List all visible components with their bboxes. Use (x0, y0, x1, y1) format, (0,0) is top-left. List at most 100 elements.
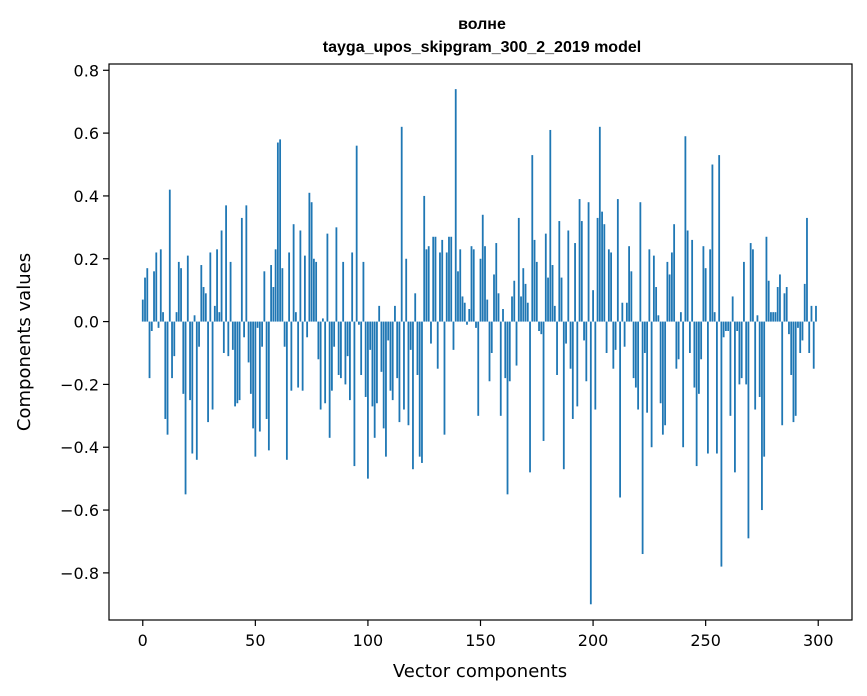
bar-290 (794, 321, 797, 416)
bar-106 (380, 321, 383, 372)
bar-100 (367, 321, 369, 479)
bar-244 (691, 239, 694, 322)
bar-285 (783, 293, 786, 322)
bar-140 (457, 271, 459, 322)
bar-126 (425, 249, 428, 322)
bar-74 (308, 192, 311, 322)
bar-203 (598, 126, 601, 322)
bar-255 (716, 321, 718, 454)
bar-152 (484, 246, 486, 322)
bar-103 (373, 321, 376, 438)
bar-273 (756, 315, 759, 322)
bar-223 (643, 321, 646, 353)
bar-59 (274, 249, 277, 322)
y-tick-label: −0.2 (60, 375, 99, 394)
bar-256 (718, 155, 721, 322)
bar-183 (553, 305, 556, 322)
bar-177 (540, 321, 543, 335)
bar-281 (774, 312, 777, 322)
x-tick-label: 250 (690, 631, 721, 650)
bar-94 (353, 321, 356, 467)
bar-224 (646, 321, 649, 413)
plot-frame (108, 63, 853, 621)
y-tick-label: 0.8 (74, 61, 99, 80)
bar-17 (180, 268, 182, 322)
bar-182 (551, 265, 554, 322)
bar-116 (403, 321, 405, 410)
bar-33 (216, 249, 218, 322)
bar-120 (412, 321, 414, 470)
bar-216 (628, 246, 630, 322)
bar-138 (452, 321, 455, 350)
bar-0 (141, 299, 144, 322)
bar-18 (182, 321, 185, 394)
bar-218 (632, 321, 635, 379)
bar-86 (335, 227, 338, 322)
bar-61 (279, 139, 282, 322)
bar-122 (416, 321, 419, 375)
bar-189 (567, 230, 570, 322)
bar-248 (700, 321, 703, 360)
bar-274 (758, 321, 761, 397)
bar-10 (164, 321, 167, 419)
bar-202 (596, 217, 599, 322)
bar-172 (529, 321, 531, 473)
bar-54 (263, 271, 266, 322)
bar-12 (168, 189, 171, 322)
bar-206 (605, 321, 608, 353)
chart-title-line-2: tayga_upos_skipgram_300_2_2019 model (323, 39, 641, 56)
bar-204 (601, 211, 603, 322)
bar-279 (770, 312, 772, 322)
bar-143 (463, 302, 466, 322)
bar-135 (445, 252, 448, 322)
bar-184 (556, 321, 558, 375)
bar-238 (677, 321, 680, 360)
bar-131 (436, 321, 439, 369)
bar-80 (321, 318, 324, 322)
bar-220 (637, 321, 640, 410)
bar-208 (610, 252, 612, 322)
bar-109 (387, 321, 390, 341)
bar-241 (684, 136, 687, 322)
y-tick-label: 0.4 (74, 187, 99, 206)
bar-88 (340, 321, 342, 379)
bar-160 (502, 309, 504, 322)
bar-53 (261, 321, 263, 347)
bar-63 (283, 321, 286, 347)
y-tick-label: 0.6 (74, 124, 99, 143)
bar-187 (562, 321, 565, 470)
bar-299 (815, 305, 817, 322)
bar-210 (614, 321, 617, 350)
bar-231 (661, 321, 664, 435)
bar-213 (621, 302, 624, 322)
bar-239 (679, 312, 682, 322)
bar-261 (729, 321, 732, 416)
bar-21 (189, 321, 191, 401)
bar-286 (785, 287, 788, 322)
bar-132 (439, 252, 441, 322)
bar-114 (398, 321, 401, 423)
bar-9 (162, 312, 164, 322)
x-tick-label: 200 (578, 631, 609, 650)
bar-118 (407, 321, 410, 426)
bar-150 (479, 258, 482, 322)
bar-97 (360, 321, 363, 375)
bar-55 (265, 321, 268, 419)
bar-176 (538, 321, 540, 331)
bar-81 (324, 321, 327, 404)
bar-142 (461, 296, 464, 322)
bar-39 (229, 261, 232, 322)
bar-161 (504, 321, 507, 379)
bar-133 (441, 239, 444, 322)
bar-297 (810, 305, 813, 322)
bar-79 (319, 321, 322, 410)
bar-243 (688, 321, 691, 353)
y-tick-label: −0.8 (60, 564, 99, 583)
bar-254 (713, 312, 716, 322)
bar-7 (157, 321, 160, 328)
bar-154 (488, 321, 491, 382)
bar-93 (351, 252, 354, 322)
bar-167 (517, 217, 520, 322)
bar-102 (371, 321, 374, 407)
